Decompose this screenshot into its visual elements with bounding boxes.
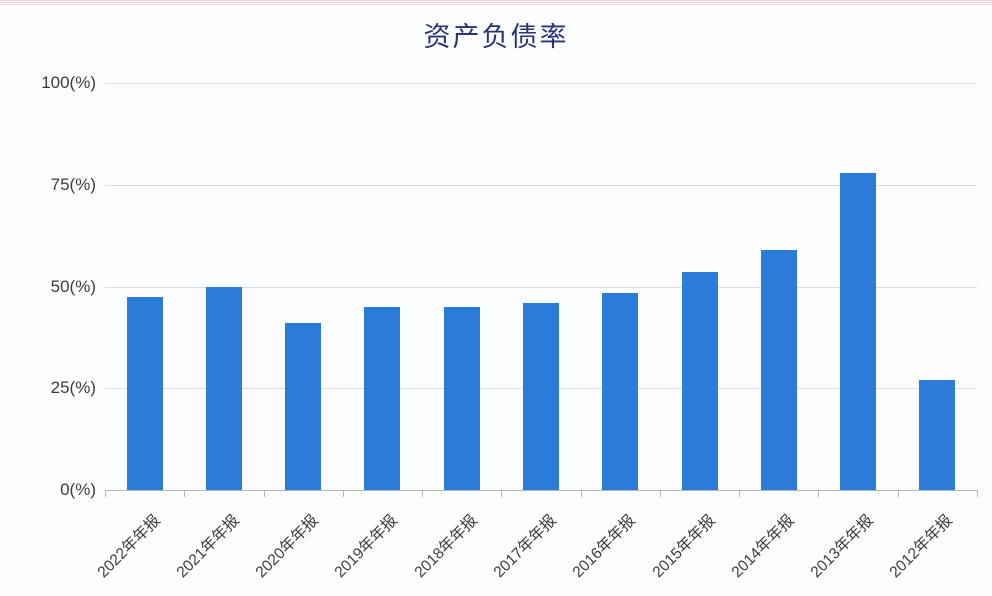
x-axis-tick bbox=[897, 490, 899, 497]
x-tick-label: 2015年年报 bbox=[649, 511, 719, 582]
x-axis-tick bbox=[422, 490, 424, 497]
x-tick-label: 2017年年报 bbox=[490, 511, 560, 582]
bar-8[interactable] bbox=[760, 249, 797, 490]
y-tick-label: 25(%) bbox=[50, 378, 96, 398]
x-tick-label: 2020年年报 bbox=[252, 511, 323, 582]
x-axis-tick bbox=[342, 490, 344, 497]
gridline-100 bbox=[105, 83, 977, 84]
y-tick-label: 75(%) bbox=[50, 174, 96, 194]
x-axis-tick bbox=[184, 490, 186, 497]
x-axis-tick bbox=[739, 490, 741, 497]
plot-area bbox=[105, 83, 978, 497]
x-axis-tick bbox=[977, 490, 978, 497]
top-edge-artifact bbox=[0, 0, 992, 5]
x-axis-tick bbox=[659, 490, 661, 497]
x-tick-label: 2014年年报 bbox=[728, 511, 798, 582]
x-tick-label: 2019年年报 bbox=[332, 511, 402, 582]
gridline-75 bbox=[105, 184, 977, 186]
bar-10[interactable] bbox=[919, 380, 956, 490]
x-tick-label: 2022年年报 bbox=[94, 511, 164, 582]
x-axis-tick bbox=[818, 490, 820, 497]
x-axis-tick bbox=[105, 490, 106, 497]
y-tick-label: 0(%) bbox=[60, 480, 96, 499]
x-tick-label: 2018年年报 bbox=[411, 511, 481, 582]
x-tick-label: 2012年年报 bbox=[886, 511, 957, 582]
chart-title: 资产负债率 bbox=[423, 22, 569, 52]
bar-6[interactable] bbox=[602, 292, 639, 490]
bar-2[interactable] bbox=[285, 323, 322, 490]
bar-9[interactable] bbox=[840, 172, 877, 490]
x-axis-tick bbox=[501, 490, 503, 497]
y-tick-label: 100(%) bbox=[41, 73, 96, 92]
bar-0[interactable] bbox=[126, 296, 163, 490]
x-tick-label: 2021年年报 bbox=[173, 511, 243, 582]
x-axis-tick bbox=[263, 490, 265, 497]
x-tick-label: 2013年年报 bbox=[807, 511, 877, 582]
gridline-50 bbox=[105, 286, 977, 288]
bar-4[interactable] bbox=[443, 306, 480, 490]
bar-1[interactable] bbox=[205, 286, 242, 490]
bar-5[interactable] bbox=[523, 302, 559, 490]
x-axis-tick bbox=[580, 490, 582, 497]
x-tick-label: 2016年年报 bbox=[569, 511, 640, 582]
bar-7[interactable] bbox=[681, 272, 718, 490]
y-tick-label: 50(%) bbox=[50, 276, 96, 296]
bar-3[interactable] bbox=[364, 306, 401, 490]
